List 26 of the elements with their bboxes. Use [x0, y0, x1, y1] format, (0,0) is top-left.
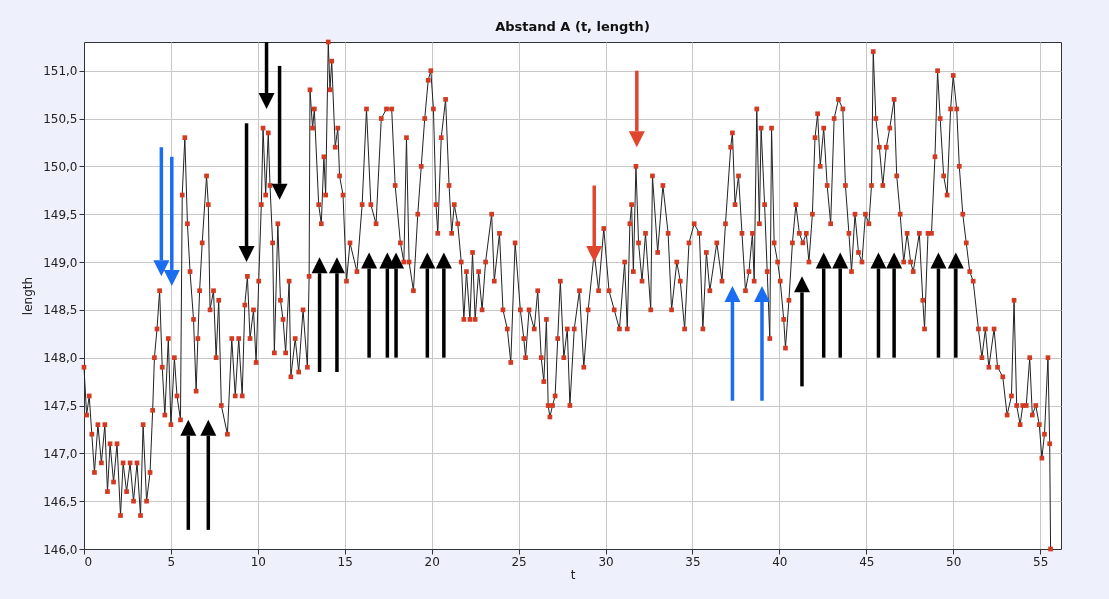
- x-tick-label: 10: [250, 554, 266, 569]
- x-tick-label: 50: [946, 554, 962, 569]
- x-tick-label: 30: [598, 554, 614, 569]
- y-tick-label: 149,0: [43, 255, 78, 270]
- x-tick-label: 40: [772, 554, 788, 569]
- x-tick-label: 55: [1033, 554, 1049, 569]
- y-tick-label: 147,0: [43, 446, 78, 461]
- y-tick-label: 151,0: [43, 64, 78, 79]
- y-tick-label: 150,0: [43, 159, 78, 174]
- x-tick-label: 25: [511, 554, 527, 569]
- x-tick-label: 0: [84, 554, 93, 569]
- y-tick-label: 148,5: [43, 303, 78, 318]
- y-tick-label: 149,5: [43, 207, 78, 222]
- y-axis-title: length: [21, 276, 36, 316]
- x-tick-label: 35: [685, 554, 701, 569]
- x-axis-title: t: [570, 567, 576, 582]
- y-tick-label: 148,0: [43, 351, 78, 366]
- y-tick-label: 147,5: [43, 399, 78, 414]
- y-tick-label: 150,5: [43, 112, 78, 127]
- chart-title: Abstand A (t, length): [495, 18, 650, 34]
- x-tick-label: 20: [424, 554, 440, 569]
- y-tick-label: 146,5: [43, 494, 78, 509]
- y-tick-label: 146,0: [43, 542, 78, 557]
- x-tick-label: 45: [859, 554, 875, 569]
- x-tick-label: 15: [337, 554, 353, 569]
- x-tick-label: 5: [167, 554, 176, 569]
